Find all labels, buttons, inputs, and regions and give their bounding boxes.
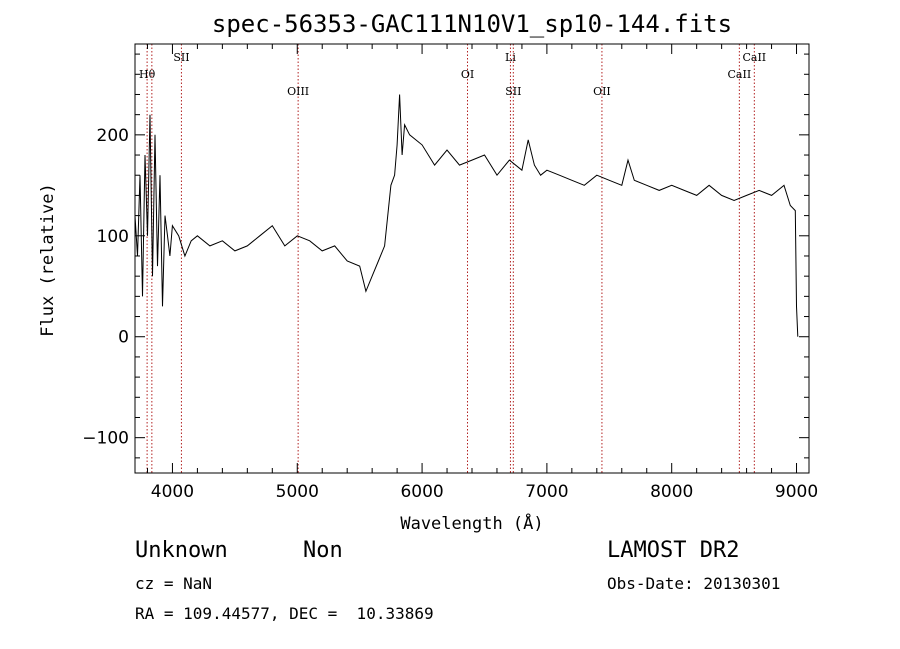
object-class: Unknown: [135, 538, 228, 563]
spectral-line-label: SII: [505, 85, 521, 98]
spectral-line-markers: Hθ SII OIII OI Li SII OII CaII CaII: [139, 44, 766, 473]
x-tick-label: 7000: [525, 482, 568, 502]
spectral-line-label: OII: [593, 85, 611, 98]
spectral-line-label: SII: [173, 51, 189, 64]
x-tick-label: 4000: [151, 482, 194, 502]
y-tick-label: 0: [118, 328, 129, 348]
y-tick-label: −100: [82, 429, 129, 449]
spectral-line-label: Hθ: [139, 68, 156, 81]
spectral-line-label: CaII: [742, 51, 766, 64]
x-tick-label: 5000: [276, 482, 319, 502]
y-axis-label: Flux (relative): [38, 183, 58, 337]
y-tick-label: 100: [97, 227, 129, 247]
x-axis-label: Wavelength (Å): [400, 512, 543, 534]
spectral-line-label: OI: [461, 68, 474, 81]
x-tick-label: 6000: [400, 482, 443, 502]
y-tick-label: 200: [97, 126, 129, 146]
object-subclass: Non: [303, 538, 343, 563]
x-tick-label: 9000: [775, 482, 818, 502]
chart-title: spec-56353-GAC111N10V1_sp10-144.fits: [212, 10, 732, 38]
observation-date: Obs-Date: 20130301: [607, 574, 781, 593]
survey-name: LAMOST DR2: [607, 538, 740, 563]
spectral-line-label: CaII: [728, 68, 752, 81]
spectral-line-label: Li: [505, 51, 516, 64]
x-tick-label: 8000: [650, 482, 693, 502]
axis-ticks: 4000 5000 6000 7000 8000 9000 −100 0 100 200: [82, 44, 818, 502]
redshift-value: cz = NaN: [135, 574, 213, 593]
coordinates: RA = 109.44577, DEC = 10.33869: [135, 604, 434, 623]
spectral-line-label: OIII: [287, 85, 309, 98]
plot-frame: [134, 43, 810, 474]
spectrum-line: [134, 94, 799, 337]
